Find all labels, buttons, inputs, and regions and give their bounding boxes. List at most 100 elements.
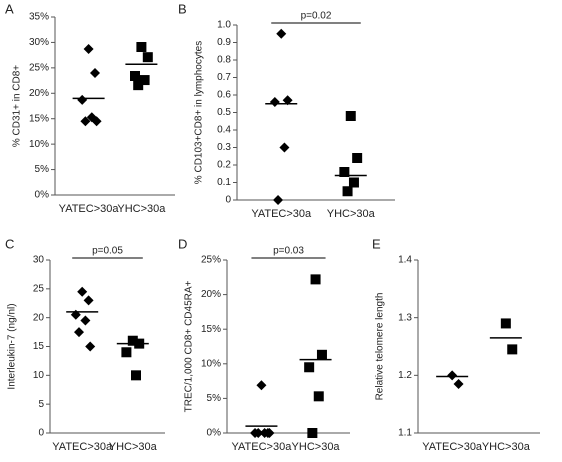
y-tick-label: 25 (33, 283, 45, 294)
data-point (447, 370, 458, 381)
y-tick-label: 20 (33, 312, 45, 323)
data-point (130, 70, 140, 81)
y-tick-label: 0 (38, 428, 44, 439)
data-point (269, 97, 280, 107)
y-tick-label: 10% (201, 358, 221, 369)
x-tick-label: YATEC>30a (52, 441, 113, 453)
data-point (139, 75, 150, 86)
data-point (80, 116, 91, 127)
y-tick-label: 15% (201, 324, 221, 335)
y-tick-label: 1.0 (217, 20, 231, 31)
panel-label: C (5, 236, 14, 251)
data-point (348, 177, 359, 188)
y-tick-label: 15 (33, 341, 45, 352)
y-tick-label: 0.3 (217, 142, 231, 153)
panel-label: A (5, 1, 14, 16)
data-point (90, 67, 100, 78)
data-point (310, 274, 321, 285)
y-tick-label: 5% (35, 164, 50, 175)
data-point (256, 380, 267, 391)
y-tick-label: 0.5 (217, 107, 231, 118)
data-point (91, 116, 102, 127)
y-tick-label: 0 (225, 195, 231, 206)
data-point (453, 378, 464, 389)
y-tick-label: 0% (35, 190, 50, 201)
y-tick-label: 25% (29, 62, 49, 73)
data-point (127, 335, 138, 346)
y-tick-label: 5% (207, 393, 222, 404)
y-tick-label: 5 (38, 399, 44, 410)
y-tick-label: 1.1 (398, 428, 412, 439)
y-axis-label: % CD103+CD8+ in lymphocytes (194, 41, 205, 184)
y-tick-label: 0.2 (217, 160, 231, 171)
panel-label: E (372, 236, 381, 251)
x-tick-label: YHC>30a (292, 441, 341, 453)
y-tick-label: 20% (29, 88, 49, 99)
y-tick-label: 25% (201, 255, 221, 266)
y-tick-label: 0.8 (217, 55, 231, 66)
data-point (142, 52, 153, 63)
y-tick-label: 0.7 (217, 72, 231, 83)
y-tick-label: 0.9 (217, 37, 231, 48)
data-point (500, 318, 511, 329)
p-value: p=0.02 (301, 11, 332, 22)
panel-label: D (178, 236, 187, 251)
panel-label: B (178, 1, 187, 16)
data-point (121, 347, 132, 358)
data-point (345, 111, 356, 121)
x-tick-label: YATEC>30a (422, 441, 483, 453)
data-point (133, 80, 144, 91)
data-point (507, 344, 518, 355)
y-tick-label: 10 (33, 370, 45, 381)
data-point (304, 362, 315, 373)
data-point (276, 28, 287, 39)
data-point (339, 167, 350, 177)
y-tick-label: 15% (29, 113, 49, 124)
y-axis-label: % CD31+ in CD8+ (12, 65, 23, 147)
data-point (352, 153, 363, 163)
data-point (136, 42, 147, 53)
data-point (80, 315, 91, 326)
data-point (307, 428, 318, 438)
data-point (313, 391, 324, 402)
y-axis-label: Interleukin-7 (ng/nl) (7, 303, 18, 389)
data-point (282, 95, 293, 106)
y-tick-label: 10% (29, 139, 49, 150)
data-point (316, 349, 327, 360)
y-tick-label: 1.4 (398, 255, 412, 266)
data-point (85, 341, 96, 352)
x-tick-label: YHC>30a (482, 441, 531, 453)
x-tick-label: YHC>30a (327, 208, 376, 220)
data-point (83, 44, 94, 55)
x-tick-label: YHC>30a (117, 203, 166, 215)
data-point (83, 295, 94, 306)
y-tick-label: 35% (29, 12, 49, 23)
y-tick-label: 20% (201, 289, 221, 300)
data-point (77, 286, 88, 297)
x-tick-label: YATEC>30a (59, 203, 120, 215)
y-axis-label: TREC/1,000 CD8+ CD45RA+ (184, 280, 195, 412)
y-tick-label: 0.6 (217, 90, 231, 101)
x-tick-label: YATEC>30a (251, 208, 312, 220)
y-tick-label: 1.3 (398, 312, 412, 323)
data-point (74, 327, 84, 338)
y-tick-label: 1.2 (398, 370, 412, 381)
x-tick-label: YHC>30a (109, 441, 158, 453)
y-tick-label: 0.4 (217, 125, 231, 136)
data-point (342, 186, 353, 197)
data-point (253, 428, 264, 438)
y-tick-label: 0.1 (217, 177, 231, 188)
data-point (273, 195, 284, 205)
x-tick-label: YATEC>30a (232, 441, 293, 453)
data-point (77, 94, 88, 105)
y-tick-label: 30 (33, 255, 45, 266)
p-value: p=0.03 (273, 246, 304, 257)
data-point (131, 370, 141, 381)
y-tick-label: 0% (207, 428, 222, 439)
data-point (279, 142, 290, 153)
data-point (264, 428, 275, 438)
y-tick-label: 30% (29, 37, 49, 48)
y-axis-label: Relative telomere length (375, 293, 386, 401)
p-value: p=0.05 (92, 246, 123, 257)
